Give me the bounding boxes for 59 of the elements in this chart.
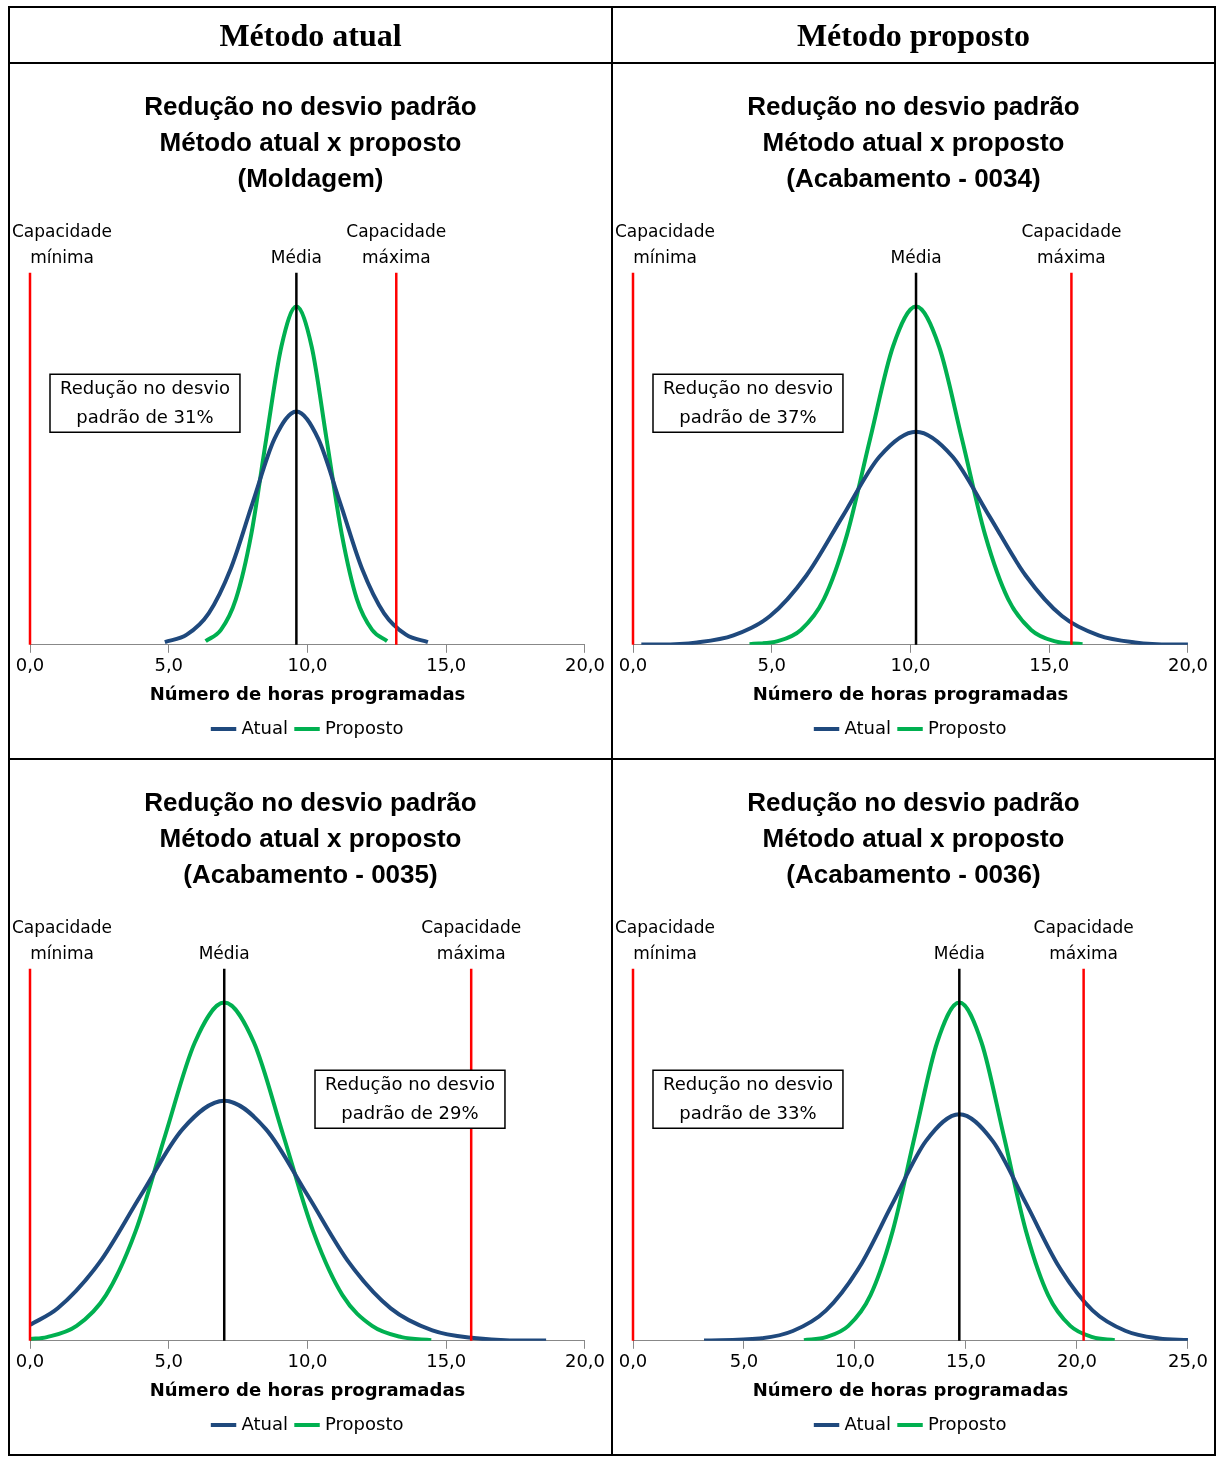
x-tick-label: 0,0	[618, 654, 648, 676]
text: Método proposto	[613, 8, 1216, 64]
legend-label: Proposto	[928, 1412, 1007, 1434]
x-tick-label: 5,0	[154, 654, 184, 676]
x-tick-label: 5,0	[154, 1350, 184, 1372]
x-tick-label: 20,0	[564, 654, 605, 676]
chart-subtitle: (Moldagem)	[236, 162, 385, 195]
x-tick-label: 20,0	[1056, 1350, 1098, 1372]
ref-line-label: Capacidade máxima	[1021, 220, 1122, 267]
x-tick-label: 5,0	[729, 1350, 759, 1372]
chart-title: Redução no desvio padrão Método atual x proposto	[746, 90, 1081, 159]
chart-title: Redução no desvio padrão Método atual x proposto	[143, 90, 478, 159]
ref-line-label: Capacidade mínima	[12, 220, 113, 267]
x-tick-label: 0,0	[15, 654, 45, 676]
legend-label: Atual	[241, 716, 289, 738]
x-tick-label: 15,0	[426, 1350, 467, 1372]
x-tick-label: 5,0	[757, 654, 787, 676]
legend-label: Proposto	[928, 716, 1007, 738]
ref-line-label: Capacidade mínima	[12, 916, 113, 963]
x-axis-title: Número de horas programadas	[752, 682, 1069, 704]
annotation: Redução no desvio padrão de 29%	[325, 1072, 495, 1123]
chart-subtitle: (Acabamento - 0035)	[182, 858, 439, 891]
x-tick-label: 15,0	[426, 654, 467, 676]
x-tick-label: 15,0	[1029, 654, 1070, 676]
ref-line-label: Média	[198, 942, 250, 963]
annotation: Redução no desvio padrão de 33%	[662, 1072, 833, 1123]
legend-label: Proposto	[325, 716, 404, 738]
legend-label: Proposto	[325, 1412, 404, 1434]
annotation: Redução no desvio padrão de 31%	[59, 376, 230, 427]
x-tick-label: 0,0	[15, 1350, 45, 1372]
ref-line-label: Capacidade máxima	[346, 220, 447, 267]
legend-label: Atual	[844, 1412, 892, 1434]
ref-line-label: Capacidade mínima	[615, 916, 716, 963]
x-tick-label: 20,0	[564, 1350, 605, 1372]
ref-line-label: Média	[270, 246, 322, 267]
x-tick-label: 25,0	[1167, 1350, 1208, 1372]
ref-line-label: Média	[890, 246, 942, 267]
ref-line-label: Capacidade mínima	[615, 220, 716, 267]
annotation: Redução no desvio padrão de 37%	[662, 376, 833, 427]
x-axis-title: Número de horas programadas	[149, 1378, 466, 1400]
x-tick-label: 15,0	[945, 1350, 987, 1372]
x-axis-title: Número de horas programadas	[752, 1378, 1069, 1400]
x-axis-title: Número de horas programadas	[149, 682, 466, 704]
x-tick-label: 10,0	[287, 654, 328, 676]
x-tick-label: 10,0	[287, 1350, 328, 1372]
ref-line-label: Média	[933, 942, 985, 963]
legend-label: Atual	[241, 1412, 289, 1434]
text: Método atual	[10, 8, 613, 64]
legend-label: Atual	[844, 716, 892, 738]
x-tick-label: 10,0	[890, 654, 931, 676]
x-tick-label: 10,0	[834, 1350, 876, 1372]
x-tick-label: 20,0	[1167, 654, 1208, 676]
x-tick-label: 0,0	[618, 1350, 648, 1372]
chart-subtitle: (Acabamento - 0034)	[785, 162, 1042, 195]
chart-title: Redução no desvio padrão Método atual x proposto	[746, 786, 1081, 855]
chart-subtitle: (Acabamento - 0036)	[785, 858, 1042, 891]
ref-line-label: Capacidade máxima	[1033, 916, 1134, 963]
ref-line-label: Capacidade máxima	[421, 916, 522, 963]
chart-title: Redução no desvio padrão Método atual x proposto	[143, 786, 478, 855]
